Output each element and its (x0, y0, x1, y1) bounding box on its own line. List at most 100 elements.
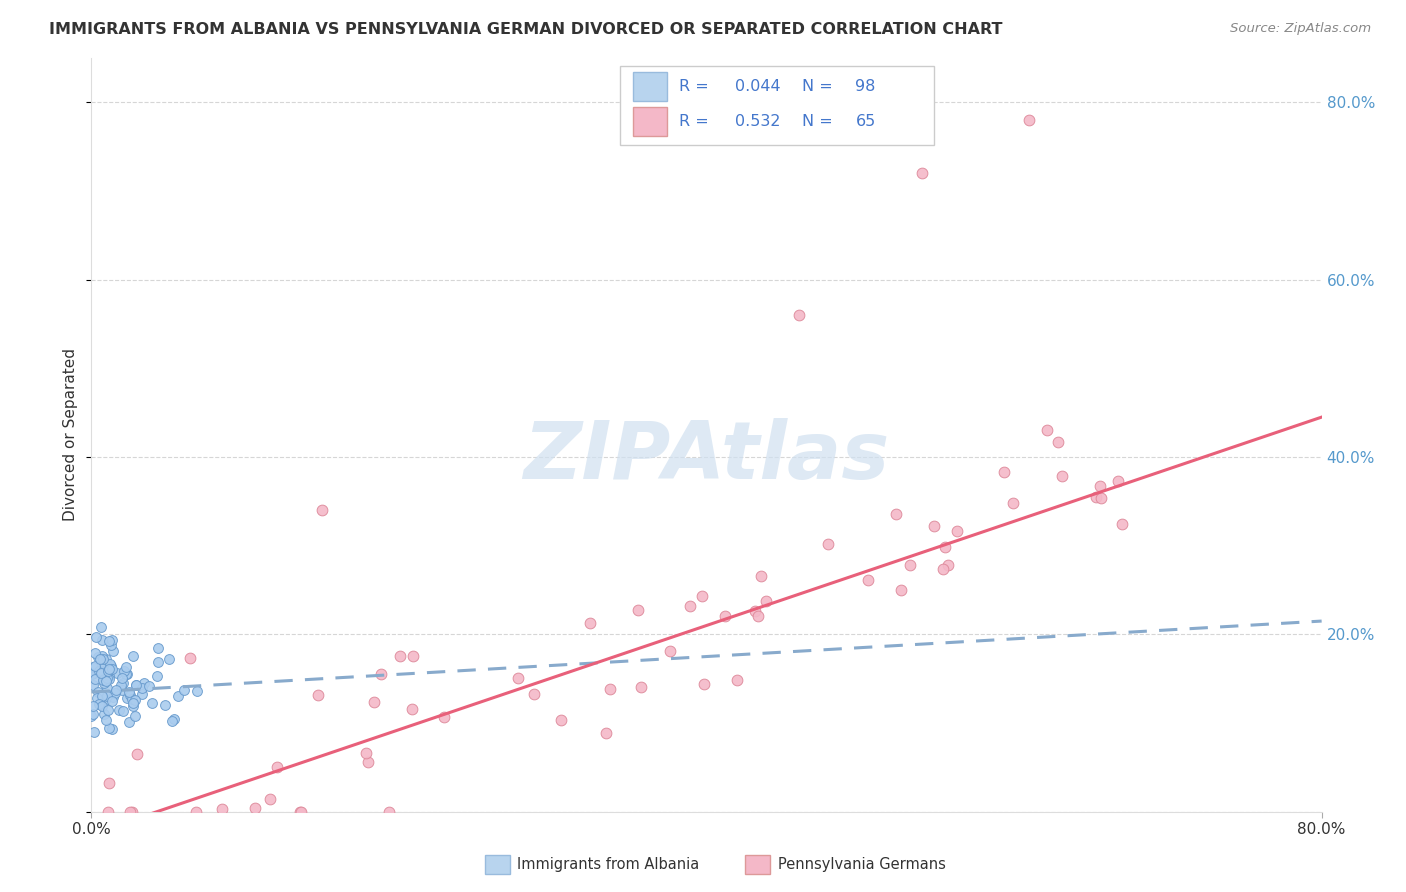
Point (98, 662, 121, 676)
Point (112, 664, 135, 678)
Point (93, 693, 115, 707)
Point (82, 659, 104, 673)
Point (101, 694, 124, 708)
FancyBboxPatch shape (620, 65, 934, 145)
Point (101, 644, 124, 658)
Point (83, 724, 105, 739)
Point (94, 652, 117, 666)
Point (146, 655, 169, 669)
Point (146, 669, 169, 683)
Point (131, 687, 153, 701)
Point (86, 630, 108, 644)
Point (179, 651, 201, 665)
Point (80, 666, 103, 681)
Point (186, 683, 208, 698)
Point (311, 503, 333, 517)
Point (922, 519, 945, 533)
Point (1036, 423, 1059, 437)
Point (627, 603, 650, 617)
Point (97, 805, 120, 819)
Point (91, 652, 114, 666)
Point (101, 662, 124, 676)
Point (101, 633, 124, 648)
Point (307, 688, 329, 702)
Point (115, 690, 138, 705)
Point (1111, 517, 1133, 532)
Text: R =: R = (679, 79, 714, 95)
Point (433, 710, 456, 724)
Point (184, 805, 207, 819)
Point (125, 678, 148, 692)
Point (378, 805, 401, 819)
Point (115, 659, 138, 673)
Point (110, 678, 132, 692)
Point (595, 726, 617, 740)
Point (138, 680, 160, 694)
Point (693, 677, 716, 691)
Point (105, 682, 128, 697)
Text: 0.044: 0.044 (735, 79, 780, 95)
Point (98, 775, 121, 789)
Point (108, 703, 131, 717)
Point (84, 646, 107, 660)
Point (90, 620, 112, 634)
Point (1018, 113, 1040, 128)
Point (111, 676, 134, 690)
Point (87, 649, 110, 664)
Point (389, 649, 412, 664)
Point (98, 672, 121, 686)
Point (141, 697, 163, 711)
Point (370, 667, 392, 681)
FancyBboxPatch shape (633, 72, 666, 101)
Point (155, 698, 177, 712)
Point (98, 662, 121, 676)
Point (579, 616, 602, 631)
Text: 0.532: 0.532 (735, 114, 780, 128)
Point (936, 558, 959, 573)
Point (506, 672, 529, 686)
Point (97, 688, 120, 702)
Point (714, 609, 737, 624)
Point (173, 683, 195, 698)
Text: Pennsylvania Germans: Pennsylvania Germans (778, 857, 945, 871)
Point (1090, 491, 1112, 506)
Point (787, 308, 810, 322)
Point (112, 704, 135, 718)
Point (87, 697, 110, 711)
Point (111, 671, 134, 685)
Point (104, 686, 127, 700)
Point (599, 681, 621, 696)
Point (97, 669, 120, 683)
Point (658, 644, 681, 658)
Point (98, 721, 121, 735)
Point (93, 657, 115, 671)
Point (630, 680, 652, 694)
Point (744, 604, 766, 618)
Point (884, 507, 907, 521)
Point (125, 747, 148, 761)
Point (91, 699, 114, 714)
Point (401, 649, 423, 664)
Point (87, 664, 110, 678)
Point (121, 805, 143, 819)
Point (122, 696, 145, 710)
Point (125, 678, 148, 692)
Point (679, 599, 702, 614)
Point (550, 713, 572, 727)
Point (157, 652, 180, 666)
Point (690, 589, 713, 603)
Y-axis label: Divorced or Separated: Divorced or Separated (63, 349, 79, 521)
Point (357, 755, 380, 769)
Point (132, 675, 155, 690)
Point (87, 684, 110, 698)
Point (89, 663, 111, 677)
Point (725, 673, 748, 688)
Point (817, 537, 839, 551)
Point (90, 632, 112, 647)
Point (163, 712, 186, 726)
Point (83, 665, 105, 680)
Point (121, 692, 143, 706)
Point (266, 760, 288, 774)
Point (934, 541, 956, 555)
Point (856, 573, 879, 587)
